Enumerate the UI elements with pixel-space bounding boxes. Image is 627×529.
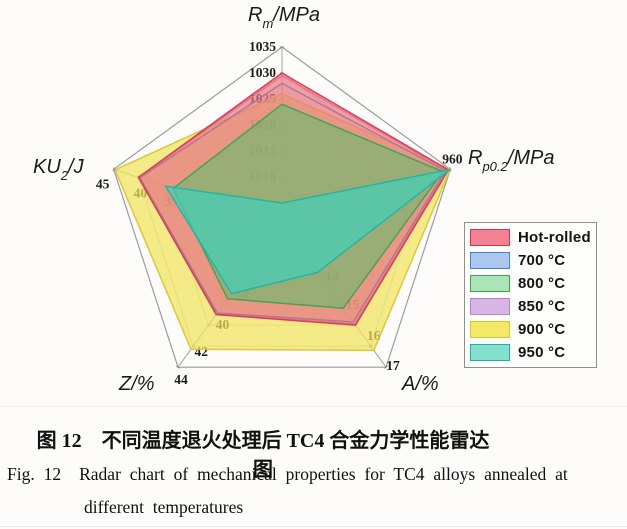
legend-swatch — [470, 298, 510, 315]
legend-swatch — [470, 229, 510, 246]
legend-item: 700 °C — [470, 249, 596, 272]
legend-item: 900 °C — [470, 318, 596, 341]
legend-swatch — [470, 252, 510, 269]
axis-label-ku2: KU2/J — [33, 156, 84, 183]
radar-chart: 1035103010251020101510109601415161738404… — [96, 39, 463, 387]
caption-english-line2: different temperatures — [84, 497, 244, 517]
scan-artifact-line-top — [0, 406, 627, 407]
axis-a-symbol: A — [402, 373, 416, 395]
legend-label: 800 °C — [518, 275, 566, 292]
series-polygon-950-c — [164, 168, 452, 295]
legend-label: 700 °C — [518, 252, 566, 269]
grid-ring-outer — [112, 46, 452, 368]
legend-swatch — [470, 344, 510, 361]
tick-label-a: 17 — [386, 358, 400, 373]
axis-rm-symbol: R — [248, 4, 263, 26]
axis-rm-unit: /MPa — [273, 4, 320, 26]
axis-rp02-unit: /MPa — [507, 147, 555, 169]
axis-z-symbol: Z — [119, 373, 132, 395]
legend-label: 950 °C — [518, 344, 566, 361]
caption-figure-number: Fig. 12 — [7, 464, 62, 484]
axis-rp02-sub: p0.2 — [482, 159, 508, 174]
legend-swatch — [470, 275, 510, 292]
legend-item: Hot-rolled — [470, 226, 596, 249]
tick-label-z: 44 — [174, 372, 188, 387]
axis-tick-mark — [112, 167, 115, 172]
tick-label-ku2: 45 — [96, 176, 110, 191]
axis-rp02-symbol: R — [468, 147, 483, 169]
axis-label-rm: Rm/MPa — [222, 4, 346, 31]
axis-tick-mark — [384, 365, 388, 369]
axis-tick-mark — [176, 365, 180, 369]
axis-label-rp02: Rp0.2/MPa — [468, 147, 555, 174]
legend-label: 850 °C — [518, 298, 566, 315]
caption-english-text: Radar chart of mechanical properties for… — [79, 464, 568, 484]
legend-item: 800 °C — [470, 272, 596, 295]
axis-label-a: A/% — [402, 373, 439, 396]
axis-rm-sub: m — [262, 16, 274, 31]
axis-label-z: Z/% — [119, 373, 155, 396]
tick-label-rm: 1030 — [249, 65, 276, 80]
tick-label-rm: 1035 — [249, 39, 276, 54]
legend-item: 850 °C — [470, 295, 596, 318]
axis-ku2-sub: 2 — [60, 168, 69, 183]
legend-swatch — [470, 321, 510, 338]
caption-chinese: 图 12 不同温度退火处理后 TC4 合金力学性能雷达图 — [36, 430, 490, 481]
axis-z-unit: /% — [131, 373, 155, 395]
tick-label-rp02: 960 — [442, 151, 463, 166]
legend-label: Hot-rolled — [518, 229, 591, 246]
axis-ku2-symbol: KU — [33, 156, 61, 178]
legend-label: 900 °C — [518, 321, 566, 338]
legend-item: 950 °C — [470, 341, 596, 364]
chart-legend: Hot-rolled 700 °C 800 °C 850 °C 900 °C 950 °C — [464, 222, 597, 368]
axis-a-unit: /% — [415, 373, 439, 395]
scan-artifact-line-bottom — [0, 526, 627, 527]
axis-ku2-unit: /J — [68, 156, 84, 178]
caption-english: Fig. 12 Radar chart of mechanical propert… — [7, 464, 623, 485]
